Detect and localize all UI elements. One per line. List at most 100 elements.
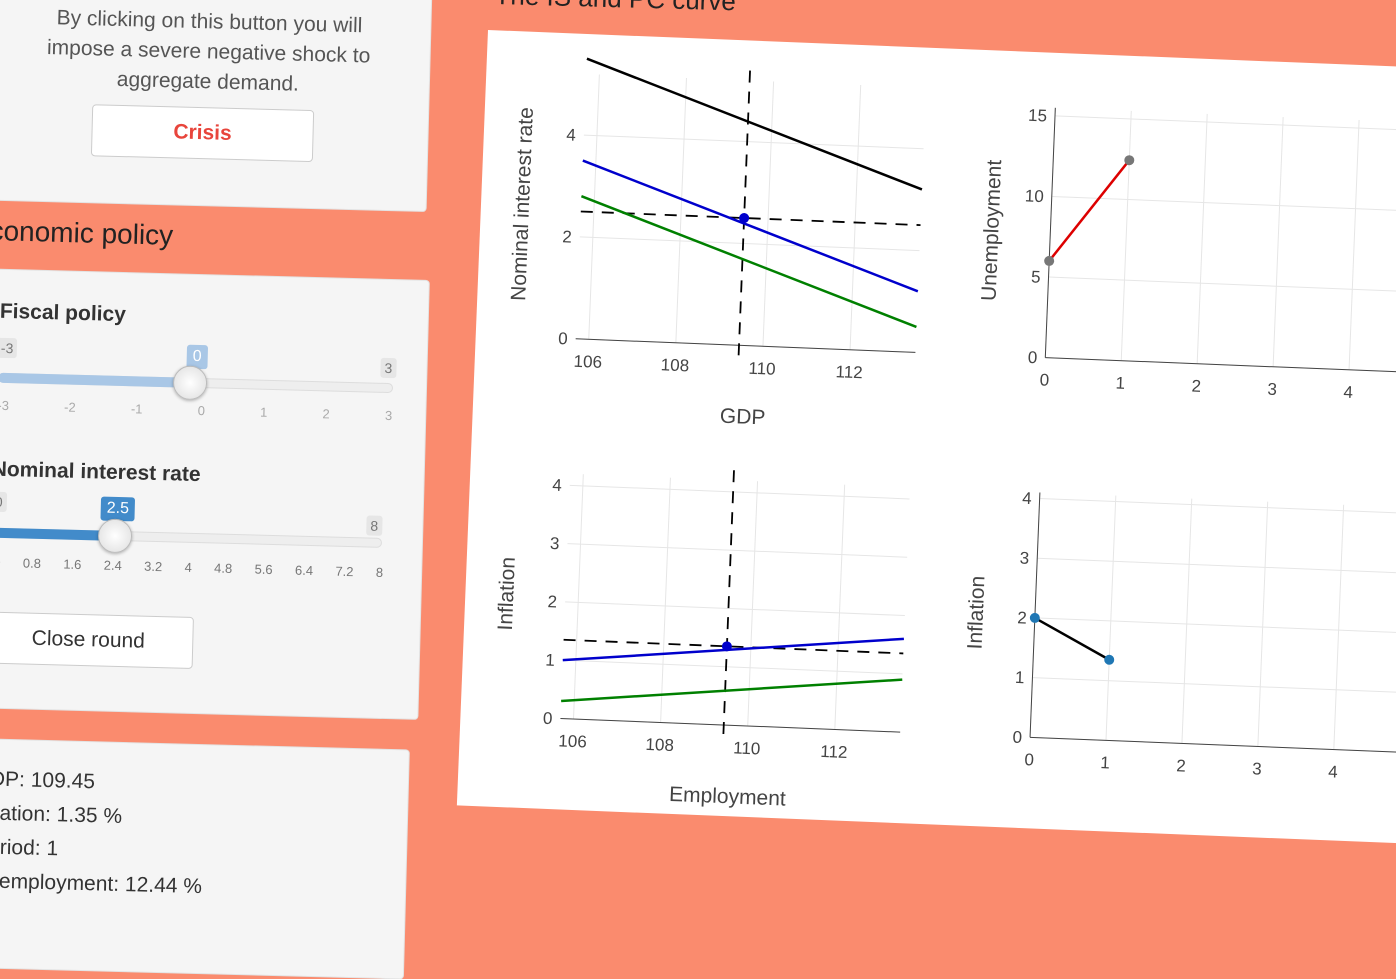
series-line	[562, 637, 904, 662]
policy-panel: Fiscal policy -3 3 0 -3 -2 -1 0 1 2 3 Nominal …	[0, 268, 430, 720]
x-gridline	[1105, 495, 1117, 741]
plots-heading: The IS and PC curve	[494, 0, 736, 17]
is-curve-chart: 106 108 110 112 0 2 4 GDP Nominal interest rate	[507, 57, 924, 429]
fiscal-tick-label: 0	[197, 403, 206, 419]
x-tick-label: 1	[1115, 373, 1125, 392]
interest-slider-ticks: 0 0.8 1.6 2.4 3.2 4 4.8 5.6 6.4 7.2 8	[0, 555, 383, 580]
x-gridline	[1348, 120, 1360, 370]
fiscal-slider-fill	[0, 372, 191, 388]
fiscal-slider-ticks: -3 -2 -1 0 1 2 3	[0, 398, 392, 423]
period-stat: eriod: 1	[0, 835, 59, 861]
x-gridline	[1257, 501, 1269, 747]
y-tick-label: 4	[1022, 489, 1032, 508]
y-tick-label: 3	[550, 534, 560, 553]
y-axis-title: Nominal interest rate	[507, 107, 538, 302]
interest-slider-handle[interactable]	[97, 518, 133, 554]
data-point	[721, 641, 732, 652]
x-zero-line	[1030, 736, 1396, 754]
series-line	[1034, 616, 1110, 661]
y-gridline	[569, 484, 910, 500]
interest-value-label: 2.5	[100, 496, 136, 522]
y-axis-title: Inflation	[964, 575, 990, 649]
data-point	[1104, 654, 1115, 665]
x-tick-label: 106	[573, 352, 602, 372]
y-gridline	[562, 659, 903, 675]
x-tick-label: 2	[1191, 377, 1201, 396]
x-tick-label: 2	[1176, 756, 1186, 775]
fiscal-max-label: 3	[380, 357, 397, 379]
y-tick-label: 2	[547, 592, 557, 611]
x-gridline	[572, 474, 584, 720]
close-round-button[interactable]: Close round	[0, 611, 194, 669]
crisis-button[interactable]: Crisis	[90, 104, 315, 163]
x-zero-line	[1045, 357, 1396, 374]
x-tick-label: 0	[1039, 370, 1049, 389]
vertical-guide-line	[737, 70, 751, 356]
series-line	[1048, 159, 1131, 262]
fiscal-tick-label: -2	[63, 399, 76, 415]
y-zero-line	[1044, 107, 1056, 358]
x-tick-label: 4	[1343, 383, 1353, 402]
series-line	[582, 159, 919, 293]
plots-area: 106 108 110 112 0 2 4 GDP Nominal interest rate …	[456, 30, 1396, 844]
series-line	[561, 678, 903, 703]
y-tick-label: 1	[1015, 668, 1025, 687]
fiscal-policy-label: Fiscal policy	[0, 299, 127, 327]
y-gridline	[1034, 617, 1396, 634]
y-gridline	[567, 543, 908, 558]
fiscal-tick-label: 1	[259, 404, 268, 420]
unemployment-stat: nemployment: 12.44 %	[0, 869, 203, 899]
fiscal-slider-handle[interactable]	[172, 365, 208, 401]
y-tick-label: 4	[566, 125, 576, 144]
gdp-stat: DP: 109.45	[0, 767, 96, 794]
y-tick-label: 1	[545, 650, 555, 669]
x-tick-label: 110	[748, 359, 776, 379]
x-tick-label: 112	[835, 362, 863, 382]
y-gridline	[1051, 195, 1396, 213]
y-gridline	[1039, 497, 1396, 515]
interest-tick-label: 6.4	[294, 562, 314, 579]
unemployment-chart: 0 1 2 3 4 0 5 10 15 Unemployment	[978, 106, 1396, 402]
x-gridline	[1181, 498, 1193, 744]
x-tick-label: 4	[1328, 762, 1338, 781]
interest-tick-label: 4.8	[213, 560, 233, 576]
x-axis-title: Employment	[669, 783, 787, 811]
x-gridline	[588, 74, 600, 340]
x-gridline	[675, 77, 687, 343]
data-point	[1029, 612, 1040, 623]
interest-tick-label: 2.4	[103, 557, 123, 574]
vertical-guide-line	[722, 470, 735, 736]
x-tick-label: 3	[1252, 759, 1262, 778]
y-tick-label: 3	[1019, 549, 1029, 568]
x-tick-label: 3	[1267, 380, 1277, 399]
interest-tick-label: 4	[184, 559, 193, 575]
y-gridline	[579, 236, 920, 252]
y-axis-title: Inflation	[494, 556, 520, 630]
y-gridline	[1032, 677, 1396, 694]
interest-tick-label: 3.2	[143, 558, 163, 575]
y-axis-title: Unemployment	[978, 159, 1007, 301]
inflation-stat: flation: 1.35 %	[0, 801, 123, 829]
economic-policy-heading: conomic policy	[0, 215, 174, 251]
y-tick-label: 10	[1024, 186, 1044, 206]
data-point	[739, 213, 750, 224]
x-gridline	[1120, 110, 1132, 361]
x-tick-label: 108	[660, 355, 689, 375]
data-point	[1044, 255, 1055, 266]
x-tick-label: 110	[733, 738, 761, 758]
interest-tick-label: 8	[375, 564, 384, 580]
y-gridline	[583, 134, 924, 150]
x-tick-label: 108	[645, 735, 674, 755]
x-gridline	[747, 481, 759, 727]
crisis-description: By clicking on this button you will impo…	[28, 3, 390, 102]
interest-tick-label: 1.6	[63, 556, 82, 573]
interest-max-label: 8	[366, 515, 383, 536]
data-point	[1124, 155, 1135, 166]
y-gridline	[1054, 115, 1396, 132]
horizontal-guide-line	[580, 210, 921, 227]
x-gridline	[834, 484, 846, 730]
fiscal-tick-label: -3	[0, 397, 10, 414]
y-tick-label: 4	[552, 476, 562, 495]
fiscal-tick-label: 2	[322, 406, 330, 422]
interest-tick-label: 0	[0, 555, 1, 570]
